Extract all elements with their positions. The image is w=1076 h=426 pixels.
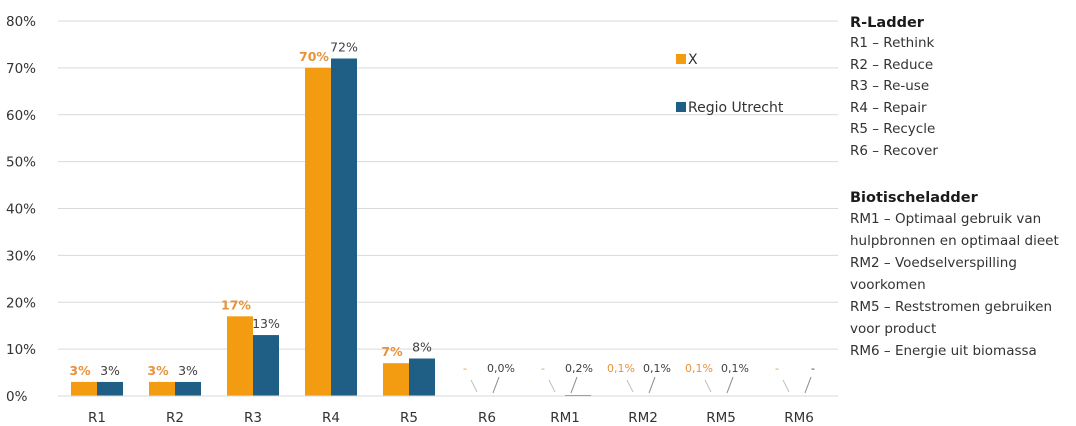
data-label-x: 17%: [221, 297, 251, 312]
x-tick-label: R6: [478, 410, 496, 426]
data-label-regio-utrecht: 3%: [178, 363, 198, 378]
data-label-regio-utrecht: -: [811, 362, 815, 375]
biotic-ladder-title: Biotischeladder: [850, 190, 978, 206]
data-label-regio-utrecht: 13%: [252, 316, 280, 331]
bar-regio-utrecht: [97, 381, 123, 396]
data-label-x: 3%: [69, 363, 91, 378]
y-tick-label: 80%: [6, 14, 36, 30]
biotic-ladder-item: RM2 – Voedselverspilling voorkomen: [850, 255, 1017, 293]
x-tick-label: R1: [88, 410, 106, 426]
y-tick-label: 10%: [6, 342, 36, 358]
leader-line: [726, 376, 734, 394]
data-label-x: -: [775, 362, 779, 375]
data-label-x: 70%: [299, 49, 329, 64]
leader-line: [626, 379, 634, 393]
x-tick-label: RM1: [550, 410, 580, 426]
y-tick-label: 50%: [6, 155, 36, 171]
bar-x: [305, 67, 331, 396]
data-label-regio-utrecht: 0,1%: [643, 362, 671, 375]
r-ladder-item: R3 – Re-use: [850, 78, 930, 94]
leader-line: [782, 379, 790, 393]
y-tick-label: 0%: [6, 389, 28, 405]
bar-regio-utrecht: [409, 358, 435, 396]
bar-x: [71, 381, 97, 396]
r-ladder-title: R-Ladder: [850, 15, 924, 31]
y-tick-label: 60%: [6, 108, 36, 124]
bar-regio-utrecht: [175, 381, 201, 396]
bar-x: [149, 381, 175, 396]
r-ladder-item: R1 – Rethink: [850, 35, 935, 51]
bar-x: [227, 316, 253, 396]
biotic-ladder-item: RM5 – Reststromen gebruiken voor product: [850, 299, 1052, 337]
data-label-regio-utrecht: 72%: [330, 40, 358, 55]
x-tick-label: RM6: [784, 410, 814, 426]
y-tick-label: 40%: [6, 202, 36, 218]
leader-line: [548, 379, 556, 393]
legend-swatch-regio-utrecht: [676, 102, 686, 112]
x-tick-label: RM5: [706, 410, 736, 426]
data-label-regio-utrecht: 0,2%: [565, 362, 593, 375]
data-label-x: 0,1%: [685, 362, 713, 375]
leader-line: [704, 379, 712, 393]
y-tick-label: 20%: [6, 295, 36, 311]
data-label-regio-utrecht: 3%: [100, 363, 120, 378]
r-ladder-item: R4 – Repair: [850, 99, 927, 116]
leader-line: [648, 376, 656, 394]
legend-label-regio-utrecht: Regio Utrecht: [688, 100, 784, 116]
bar-x: [383, 363, 409, 396]
biotic-ladder-item: RM6 – Energie uit biomassa: [850, 343, 1037, 359]
leader-line: [804, 376, 812, 394]
data-label-regio-utrecht: 0,0%: [487, 362, 515, 375]
r-ladder-item: R5 – Recycle: [850, 121, 936, 137]
ladder-legend-panel: R-Ladder R1 – Rethink R2 – Reduce R3 – R…: [850, 0, 1076, 426]
bar-regio-utrecht: [331, 58, 357, 396]
biotic-ladder-section: Biotischeladder RM1 – Optimaal gebruik v…: [850, 188, 1070, 362]
data-label-x: 7%: [381, 344, 403, 359]
r-ladder-item: R2 – Reduce: [850, 56, 934, 73]
r-ladder-section: R-Ladder R1 – Rethink R2 – Reduce R3 – R…: [850, 13, 1076, 162]
y-tick-label: 70%: [6, 61, 36, 77]
data-label-x: -: [541, 362, 545, 375]
y-tick-label: 30%: [6, 248, 36, 264]
data-label-regio-utrecht: 8%: [412, 340, 432, 355]
legend-swatch-x: [676, 54, 686, 64]
bar-chart: 0% 10% 20% 30% 40% 50% 60% 70% 80% R1 3% 3% R2 3% 3% R3…: [6, 14, 838, 426]
x-tick-label: R2: [166, 410, 184, 426]
leader-line: [570, 376, 578, 394]
data-label-x: 0,1%: [607, 362, 635, 375]
x-tick-label: RM2: [628, 410, 658, 426]
leader-line: [492, 376, 500, 394]
x-tick-label: R4: [322, 410, 340, 426]
x-tick-label: R5: [400, 410, 418, 426]
leader-line: [470, 379, 478, 393]
x-tick-label: R3: [244, 410, 262, 426]
data-label-x: 3%: [147, 363, 169, 378]
bar-regio-utrecht: [253, 335, 279, 396]
data-label-x: -: [463, 362, 467, 375]
data-label-regio-utrecht: 0,1%: [721, 362, 749, 375]
r-ladder-item: R6 – Recover: [850, 142, 938, 159]
biotic-ladder-item: RM1 – Optimaal gebruik van hulpbronnen e…: [850, 211, 1059, 249]
legend-label-x: X: [688, 52, 698, 68]
